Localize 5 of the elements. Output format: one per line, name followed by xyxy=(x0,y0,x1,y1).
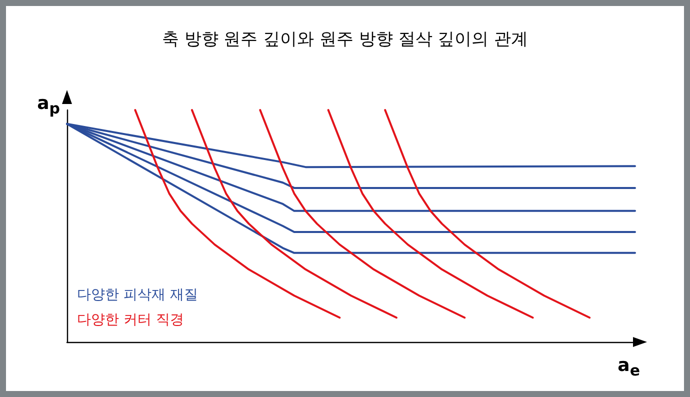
x-axis-title: a$_{e}$ xyxy=(618,355,640,381)
annotation: 다양한 커터 직경 xyxy=(77,312,184,328)
annotation: 다양한 피삭재 재질 xyxy=(77,287,198,303)
chart-title: 축 방향 원주 깊이와 원주 방향 절삭 깊이의 관계 xyxy=(162,30,528,50)
y-axis-title: a$_{p}$ xyxy=(37,93,60,119)
